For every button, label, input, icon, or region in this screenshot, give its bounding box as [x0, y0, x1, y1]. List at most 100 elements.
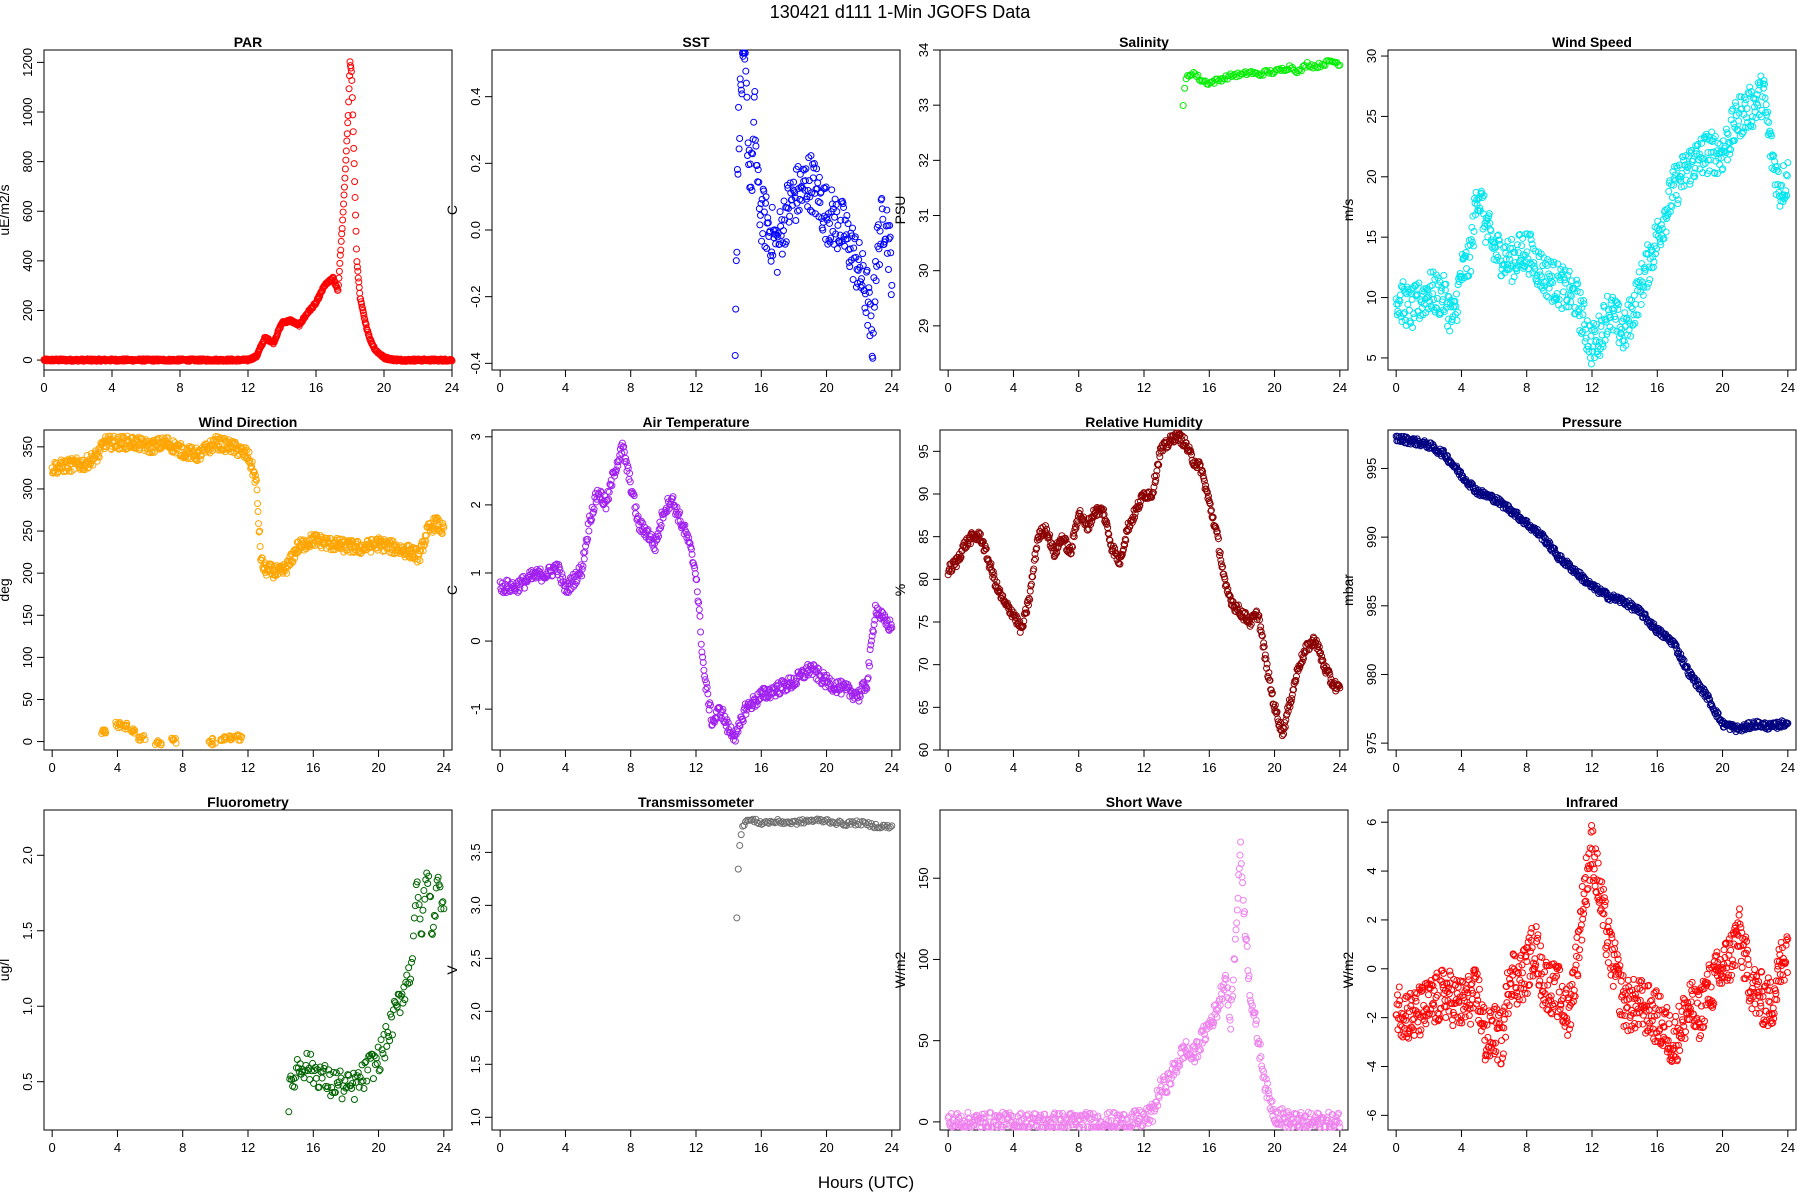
sst-data-point [855, 256, 863, 264]
wind-speed-data-point [1518, 242, 1526, 250]
wind-speed-data-point [1430, 296, 1438, 304]
sst-data-point [828, 186, 836, 194]
wind-speed-data-point [1526, 259, 1534, 267]
sst-data-point [761, 243, 769, 251]
pressure-y-tick-label: 980 [1364, 664, 1379, 686]
wind-speed-data-point [1452, 290, 1460, 298]
sst-x-tick-label: 20 [819, 380, 833, 395]
wind-direction-data-point [253, 486, 261, 494]
sst-data-point [861, 304, 869, 312]
par-data-point [352, 211, 360, 219]
wind-speed-data-point [1408, 296, 1416, 304]
fluorometry-x-tick-label: 4 [114, 1140, 121, 1155]
sst-data-point [802, 165, 810, 173]
sst-data-point [808, 189, 816, 197]
wind-speed-data-point [1589, 347, 1597, 355]
fluorometry-data-point [293, 1055, 301, 1063]
wind-speed-data-point [1526, 231, 1534, 239]
wind-speed-data-point [1578, 304, 1586, 312]
sst-data-point [883, 206, 891, 214]
wind-speed-data-point [1617, 330, 1625, 338]
par-data-point [350, 144, 358, 152]
sst-data-point [887, 291, 895, 299]
wind-speed-data-point [1637, 301, 1645, 309]
sst-data-point [742, 67, 750, 75]
wind-speed-data-point [1630, 291, 1638, 299]
pressure-x-tick-label: 8 [1523, 760, 1530, 775]
wind-speed-data-point [1394, 307, 1402, 315]
wind-speed-data-point [1669, 168, 1677, 176]
sst-data-point [793, 207, 801, 215]
wind-speed-data-point [1465, 272, 1473, 280]
wind-speed-data-point [1550, 258, 1558, 266]
wind-speed-data-point [1531, 247, 1539, 255]
sst-data-point [870, 303, 878, 311]
par-data-point [359, 309, 367, 317]
wind-speed-x-tick-label: 12 [1585, 380, 1599, 395]
relative-humidity-x-tick-label: 16 [1202, 760, 1216, 775]
sst-data-point [814, 198, 822, 206]
wind-speed-data-point [1628, 305, 1636, 313]
sst-data-point [747, 183, 755, 191]
sst-data-point [752, 142, 760, 150]
sst-data-point [790, 178, 798, 186]
wind-speed-data-point [1625, 317, 1633, 325]
wind-speed-data-point [1623, 331, 1631, 339]
par-data-point [276, 324, 284, 332]
wind-speed-data-point [1407, 286, 1415, 294]
pressure-y-tick-label: 985 [1364, 595, 1379, 617]
sst-data-point [816, 199, 824, 207]
wind-speed-data-point [1420, 285, 1428, 293]
par-data-point [360, 311, 368, 319]
sst-data-point [878, 195, 886, 203]
sst-data-point [780, 197, 788, 205]
sst-data-point [850, 244, 858, 252]
sst-data-point [849, 224, 857, 232]
sst-data-point [778, 216, 786, 224]
wind-speed-data-point [1468, 238, 1476, 246]
relative-humidity-title: Relative Humidity [1085, 414, 1203, 430]
sst-data-point [786, 179, 794, 187]
wind-speed-data-point [1553, 290, 1561, 298]
sst-data-point [799, 165, 807, 173]
sst-data-point [862, 309, 870, 317]
wind-direction-data-point [256, 543, 264, 551]
sst-data-point [732, 257, 740, 265]
sst-data-point [781, 216, 789, 224]
par-series [40, 58, 456, 365]
sst-data-point [855, 238, 863, 246]
sst-data-point [731, 351, 739, 359]
wind-speed-title: Wind Speed [1552, 34, 1632, 50]
wind-speed-data-point [1427, 268, 1435, 276]
air-temperature-x-tick-label: 24 [885, 760, 899, 775]
relative-humidity-y-tick-label: 70 [916, 657, 931, 671]
wind-speed-data-point [1547, 277, 1555, 285]
wind-speed-data-point [1538, 273, 1546, 281]
air-temperature-y-tick-label: -1 [468, 703, 483, 715]
wind-direction-y-tick-label: 0 [20, 738, 35, 745]
wind-speed-data-point [1402, 321, 1410, 329]
wind-direction-x-tick-label: 20 [371, 760, 385, 775]
air-temperature-data-point [696, 612, 704, 620]
wind-speed-x-tick-label: 4 [1458, 380, 1465, 395]
wind-speed-data-point [1426, 297, 1434, 305]
sst-data-point [845, 258, 853, 266]
wind-speed-data-point [1602, 318, 1610, 326]
wind-speed-y-label: m/s [1340, 199, 1356, 222]
sst-data-point [821, 184, 829, 192]
salinity-plot-frame [939, 49, 1349, 371]
relative-humidity-x-tick-label: 8 [1075, 760, 1082, 775]
sst-y-tick-label: 0.4 [468, 88, 483, 106]
wind-speed-data-point [1468, 223, 1476, 231]
wind-speed-data-point [1462, 248, 1470, 256]
sst-data-point [772, 240, 780, 248]
par-x-tick-label: 0 [40, 380, 47, 395]
wind-speed-data-point [1588, 326, 1596, 334]
relative-humidity-series [944, 429, 1344, 740]
salinity-series [1179, 57, 1344, 110]
sst-data-point [800, 166, 808, 174]
wind-speed-data-point [1429, 290, 1437, 298]
wind-speed-data-point [1478, 190, 1486, 198]
sst-data-point [758, 237, 766, 245]
